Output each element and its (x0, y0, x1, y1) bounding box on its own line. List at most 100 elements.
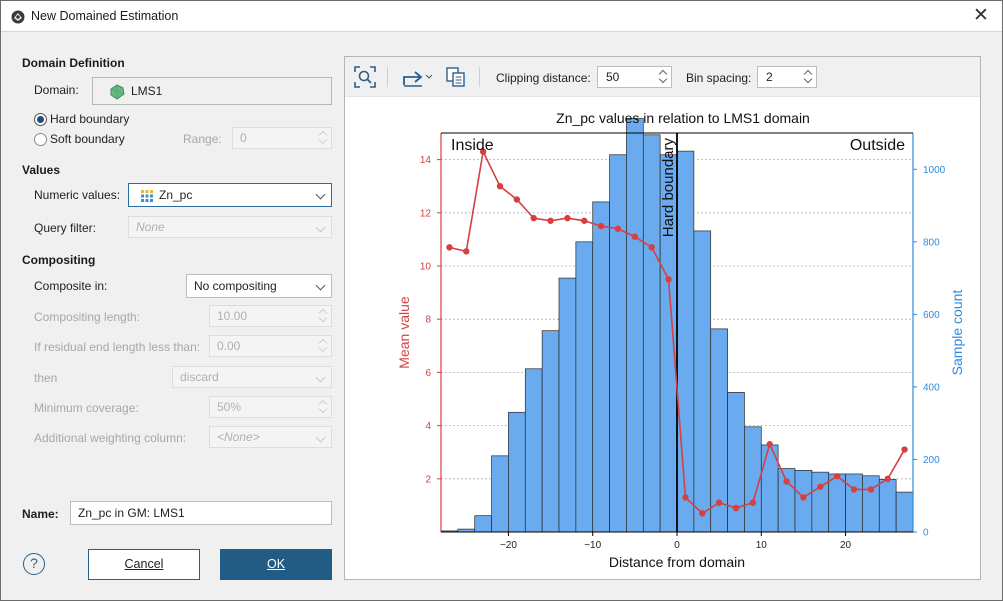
composite-in-value: No compositing (194, 279, 277, 293)
y-right-tick-label: 400 (923, 382, 940, 393)
title-bar: New Domained Estimation ✕ (1, 1, 1002, 32)
mean-value-point (564, 214, 571, 222)
copy-icon[interactable] (444, 65, 468, 89)
mean-value-point (715, 499, 723, 506)
range-input: 0 (232, 127, 332, 149)
mean-value-point (682, 494, 689, 501)
mean-value-point (850, 486, 858, 493)
chevron-down-icon (315, 222, 326, 233)
mean-value-point (817, 483, 824, 490)
compositing-length-input: 10.00 (209, 305, 332, 327)
domain-label: Domain: (34, 83, 79, 97)
mean-value-point (699, 510, 706, 517)
then-value: discard (180, 370, 219, 384)
y-left-tick-label: 12 (420, 208, 432, 219)
mean-value-point (631, 233, 639, 240)
mean-value-point (749, 499, 757, 506)
x-tick-label: −20 (500, 540, 517, 551)
spinner-icon (318, 399, 328, 415)
spinner-icon (318, 338, 328, 354)
numeric-values-label: Numeric values: (34, 188, 121, 202)
bin-spacing-input[interactable]: 2 (757, 66, 817, 88)
histogram-bar (508, 411, 526, 533)
minimum-coverage-input: 50% (209, 396, 332, 418)
mean-value-point (614, 225, 622, 232)
mean-value-point (800, 494, 807, 501)
composite-in-select[interactable]: No compositing (186, 274, 332, 298)
spinner-icon (318, 308, 328, 324)
soft-boundary-radio[interactable] (34, 133, 47, 146)
y-left-tick-label: 10 (420, 262, 432, 273)
y-left-tick-label: 2 (425, 474, 431, 485)
mean-value-point (665, 276, 672, 283)
minimum-coverage-label: Minimum coverage: (34, 401, 139, 415)
bin-spacing-value: 2 (766, 70, 773, 84)
histogram-bar (474, 515, 492, 533)
outside-region-label: Outside (850, 137, 905, 154)
ok-button[interactable]: OK (220, 549, 332, 580)
clipping-distance-input[interactable]: 50 (597, 66, 672, 88)
mean-value-point (884, 475, 891, 482)
hard-boundary-label[interactable]: Hard boundary (50, 112, 130, 126)
histogram-bar (811, 471, 830, 533)
domain-solid-icon (110, 84, 125, 100)
x-axis-title: Distance from domain (609, 554, 745, 570)
ok-button-label: OK (266, 557, 286, 571)
numeric-values-value: Zn_pc (159, 188, 193, 202)
histogram-bar (895, 491, 914, 533)
histogram-chart: −20 −10 0 10 20 2 4 6 8 10 12 14 0 200 400 600 800 1000 Zn… (396, 110, 965, 570)
mean-value-point (547, 217, 554, 224)
hard-boundary-radio[interactable] (34, 113, 47, 126)
y-left-tick-label: 14 (420, 155, 432, 166)
export-icon[interactable] (400, 65, 436, 89)
numeric-values-select[interactable]: Zn_pc (128, 183, 332, 207)
y-left-axis-title: Mean value (396, 296, 412, 369)
y-right-axis-title: Sample count (949, 290, 965, 376)
mean-value-point (648, 244, 655, 251)
y-left-tick-label: 8 (425, 315, 431, 326)
x-tick-label: 10 (756, 540, 768, 551)
then-select: discard (172, 366, 332, 388)
x-tick-label: −10 (584, 540, 601, 551)
histogram-bar (524, 368, 543, 533)
histogram-bar (845, 473, 863, 533)
histogram-bar (575, 241, 594, 533)
histogram-bar (626, 118, 644, 533)
chart-toolbar: Clipping distance: 50 Bin spacing: 2 (345, 57, 980, 97)
chart-title: Zn_pc values in relation to LMS1 domain (556, 110, 810, 126)
bin-spacing-label: Bin spacing: (686, 71, 752, 85)
mean-value-point (446, 244, 453, 251)
name-value: Zn_pc in GM: LMS1 (78, 506, 185, 520)
compositing-heading: Compositing (22, 253, 96, 267)
inside-region-label: Inside (451, 137, 494, 154)
zoom-fit-icon[interactable] (353, 65, 377, 89)
spinner-icon (803, 69, 813, 85)
close-icon[interactable]: ✕ (973, 5, 989, 26)
y-left-tick-label: 4 (425, 421, 431, 432)
histogram-bar (777, 468, 796, 533)
y-left-tick-label: 6 (425, 368, 431, 379)
cancel-button-label: Cancel (124, 557, 164, 571)
values-heading: Values (22, 163, 61, 177)
compositing-length-label: Compositing length: (34, 310, 141, 324)
y-right-tick-label: 0 (923, 528, 929, 539)
mean-value-point (530, 214, 537, 222)
domain-field[interactable]: LMS1 (92, 77, 332, 105)
histogram-bar (609, 154, 627, 533)
clipping-distance-label: Clipping distance: (496, 71, 591, 85)
soft-boundary-label[interactable]: Soft boundary (50, 132, 125, 146)
query-filter-value: None (136, 220, 165, 234)
histogram-bar (693, 230, 712, 533)
residual-length-input: 0.00 (209, 335, 332, 357)
composite-in-label: Composite in: (34, 279, 108, 293)
help-icon[interactable]: ? (23, 553, 45, 575)
domain-definition-heading: Domain Definition (22, 56, 125, 70)
range-spinner-icon (318, 130, 328, 146)
name-input[interactable]: Zn_pc in GM: LMS1 (70, 501, 332, 525)
numeric-column-icon (141, 190, 153, 202)
cancel-button[interactable]: Cancel (88, 549, 200, 580)
range-label: Range: (183, 132, 222, 146)
mean-value-point (479, 148, 487, 155)
query-filter-select: None (128, 216, 332, 238)
weighting-column-value: <None> (217, 430, 260, 444)
